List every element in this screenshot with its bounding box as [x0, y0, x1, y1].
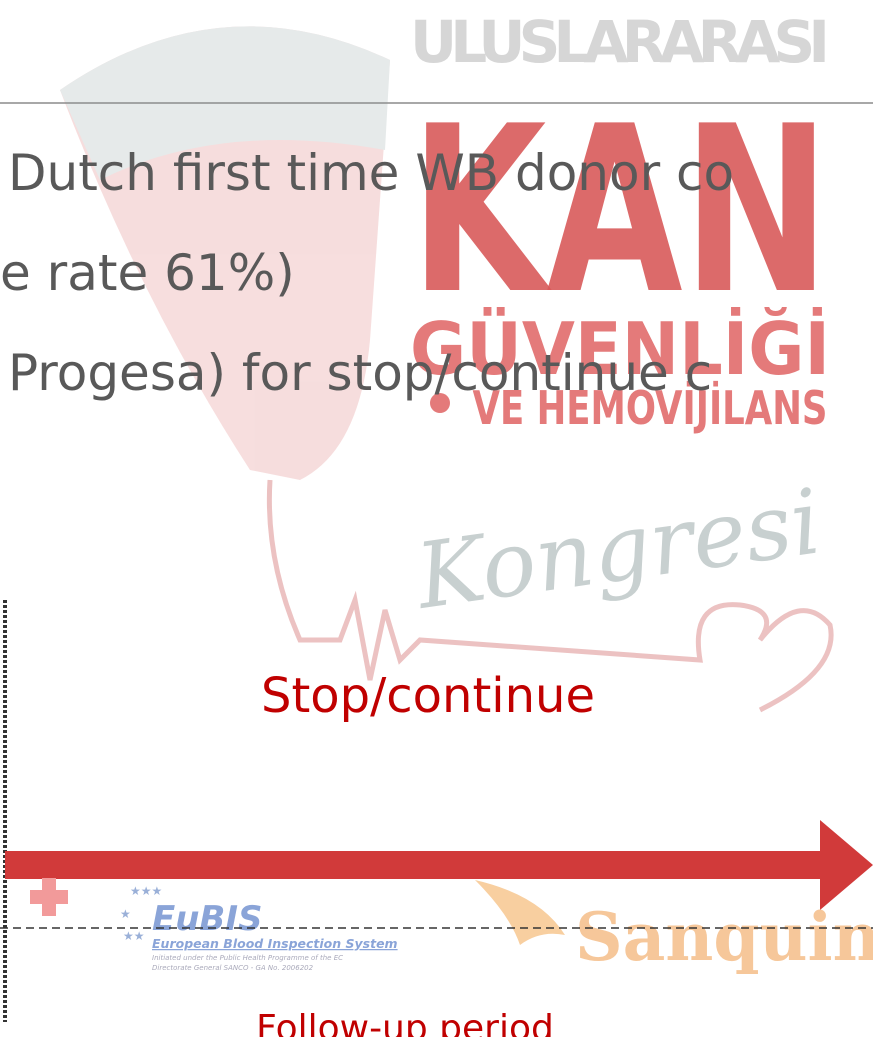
- star: ★★: [123, 929, 145, 943]
- watermark-text: KAN: [410, 78, 830, 345]
- watermark-text: ULUSLARARASI: [410, 8, 830, 76]
- bullet: Dutch first time WB donor co: [8, 144, 734, 202]
- star: ★★★: [130, 884, 162, 898]
- bullet: e rate 61%): [0, 244, 295, 302]
- timeline-arrow: [5, 851, 825, 879]
- period-label: Follow-up period: [256, 1008, 554, 1037]
- slide: ULUSLARARASI KAN GÜVENLİĞİ VE HEMOVİJİLA…: [0, 0, 873, 1037]
- sanquin-mark: [475, 880, 565, 945]
- watermark-text: Kongresi: [408, 469, 826, 630]
- eubis-name: EuBIS: [152, 899, 262, 939]
- arrow-head: [820, 820, 873, 910]
- cross-logo: [30, 878, 68, 916]
- page: ULUSLARARASI KAN GÜVENLİĞİ VE HEMOVİJİLA…: [0, 0, 873, 1037]
- sanquin-name: Sanquin: [575, 898, 873, 976]
- eubis-note: Directorate General SANCO - GA No. 20062…: [152, 964, 314, 972]
- decision-label: Stop/continue: [261, 668, 595, 724]
- eubis-full: European Blood Inspection System: [152, 936, 398, 951]
- star: ★: [120, 907, 131, 921]
- eubis-note: Initiated under the Public Health Progra…: [152, 954, 343, 962]
- bullet: Progesa) for stop/continue c: [8, 344, 712, 402]
